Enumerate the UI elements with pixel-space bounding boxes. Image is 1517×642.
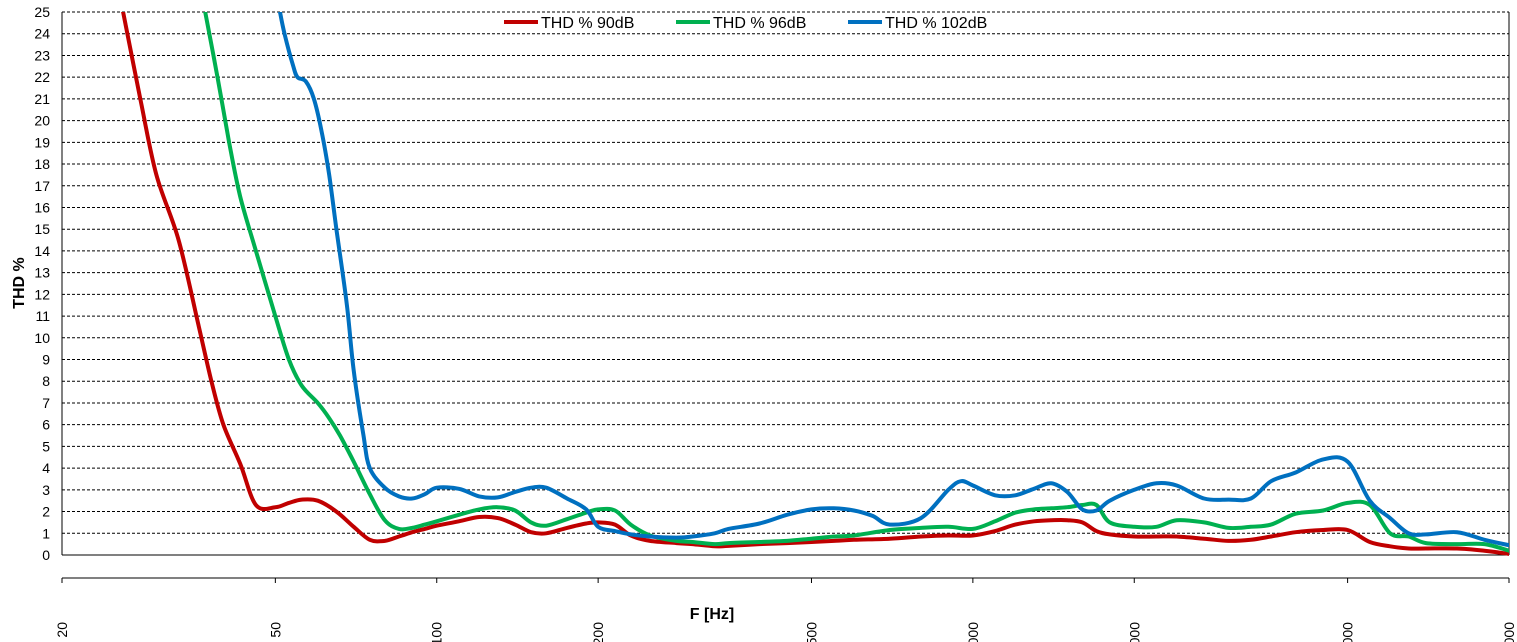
y-tick-label: 0 (42, 547, 50, 563)
x-axis-ticks: 20 50 100 200 500 1000 2000 5000 10000 (54, 578, 1517, 642)
series-line-3 (278, 12, 1509, 548)
y-axis-title: THD % (11, 257, 28, 309)
y-tick-label: 7 (42, 395, 50, 411)
x-tick-label: 20 (54, 622, 70, 638)
series-line-2 (203, 12, 1509, 553)
y-tick-label: 9 (42, 352, 50, 368)
y-tick-label: 1 (42, 525, 50, 541)
y-tick-label: 13 (34, 265, 50, 281)
y-tick-label: 20 (34, 113, 50, 129)
y-tick-label: 12 (34, 286, 50, 302)
y-tick-label: 3 (42, 482, 50, 498)
y-tick-label: 6 (42, 417, 50, 433)
y-tick-label: 21 (34, 91, 50, 107)
legend: THD % 90dB THD % 96dB THD % 102dB (502, 13, 1018, 32)
series-layer (121, 12, 1509, 556)
y-tick-label: 5 (42, 438, 50, 454)
y-tick-label: 8 (42, 373, 50, 389)
legend-label-bg (884, 13, 1018, 31)
y-tick-label: 2 (42, 504, 50, 520)
y-tick-label: 4 (42, 460, 50, 476)
legend-label: THD % 102dB (885, 15, 987, 32)
x-tick-label: 10000 (1501, 622, 1517, 642)
y-tick-label: 25 (34, 4, 50, 20)
y-tick-label: 24 (34, 26, 50, 42)
y-tick-label: 11 (35, 308, 50, 324)
x-tick-label: 200 (590, 622, 606, 642)
y-tick-label: 16 (34, 199, 50, 215)
x-tick-label: 500 (803, 622, 819, 642)
y-tick-label: 22 (34, 69, 50, 85)
y-axis-ticks: 0123456789101112131415161718192021222324… (34, 4, 50, 563)
x-tick-label: 100 (429, 622, 445, 642)
grid-lines (61, 11, 1510, 556)
legend-label-bg (712, 13, 832, 31)
x-axis-title: F [Hz] (690, 606, 734, 623)
y-tick-label: 14 (34, 243, 50, 259)
y-tick-label: 15 (34, 221, 50, 237)
legend-label: THD % 96dB (713, 15, 806, 32)
y-tick-label: 19 (34, 134, 50, 150)
series-line-1 (121, 12, 1509, 556)
x-tick-label: 2000 (1126, 622, 1142, 642)
y-tick-label: 23 (34, 47, 50, 63)
x-tick-label: 50 (267, 622, 283, 638)
y-tick-label: 17 (34, 178, 50, 194)
legend-label-bg (540, 13, 660, 31)
legend-label: THD % 90dB (541, 15, 634, 32)
x-tick-label: 5000 (1340, 622, 1356, 642)
y-tick-label: 10 (34, 330, 50, 346)
y-tick-label: 18 (34, 156, 50, 172)
x-tick-label: 1000 (965, 622, 981, 642)
